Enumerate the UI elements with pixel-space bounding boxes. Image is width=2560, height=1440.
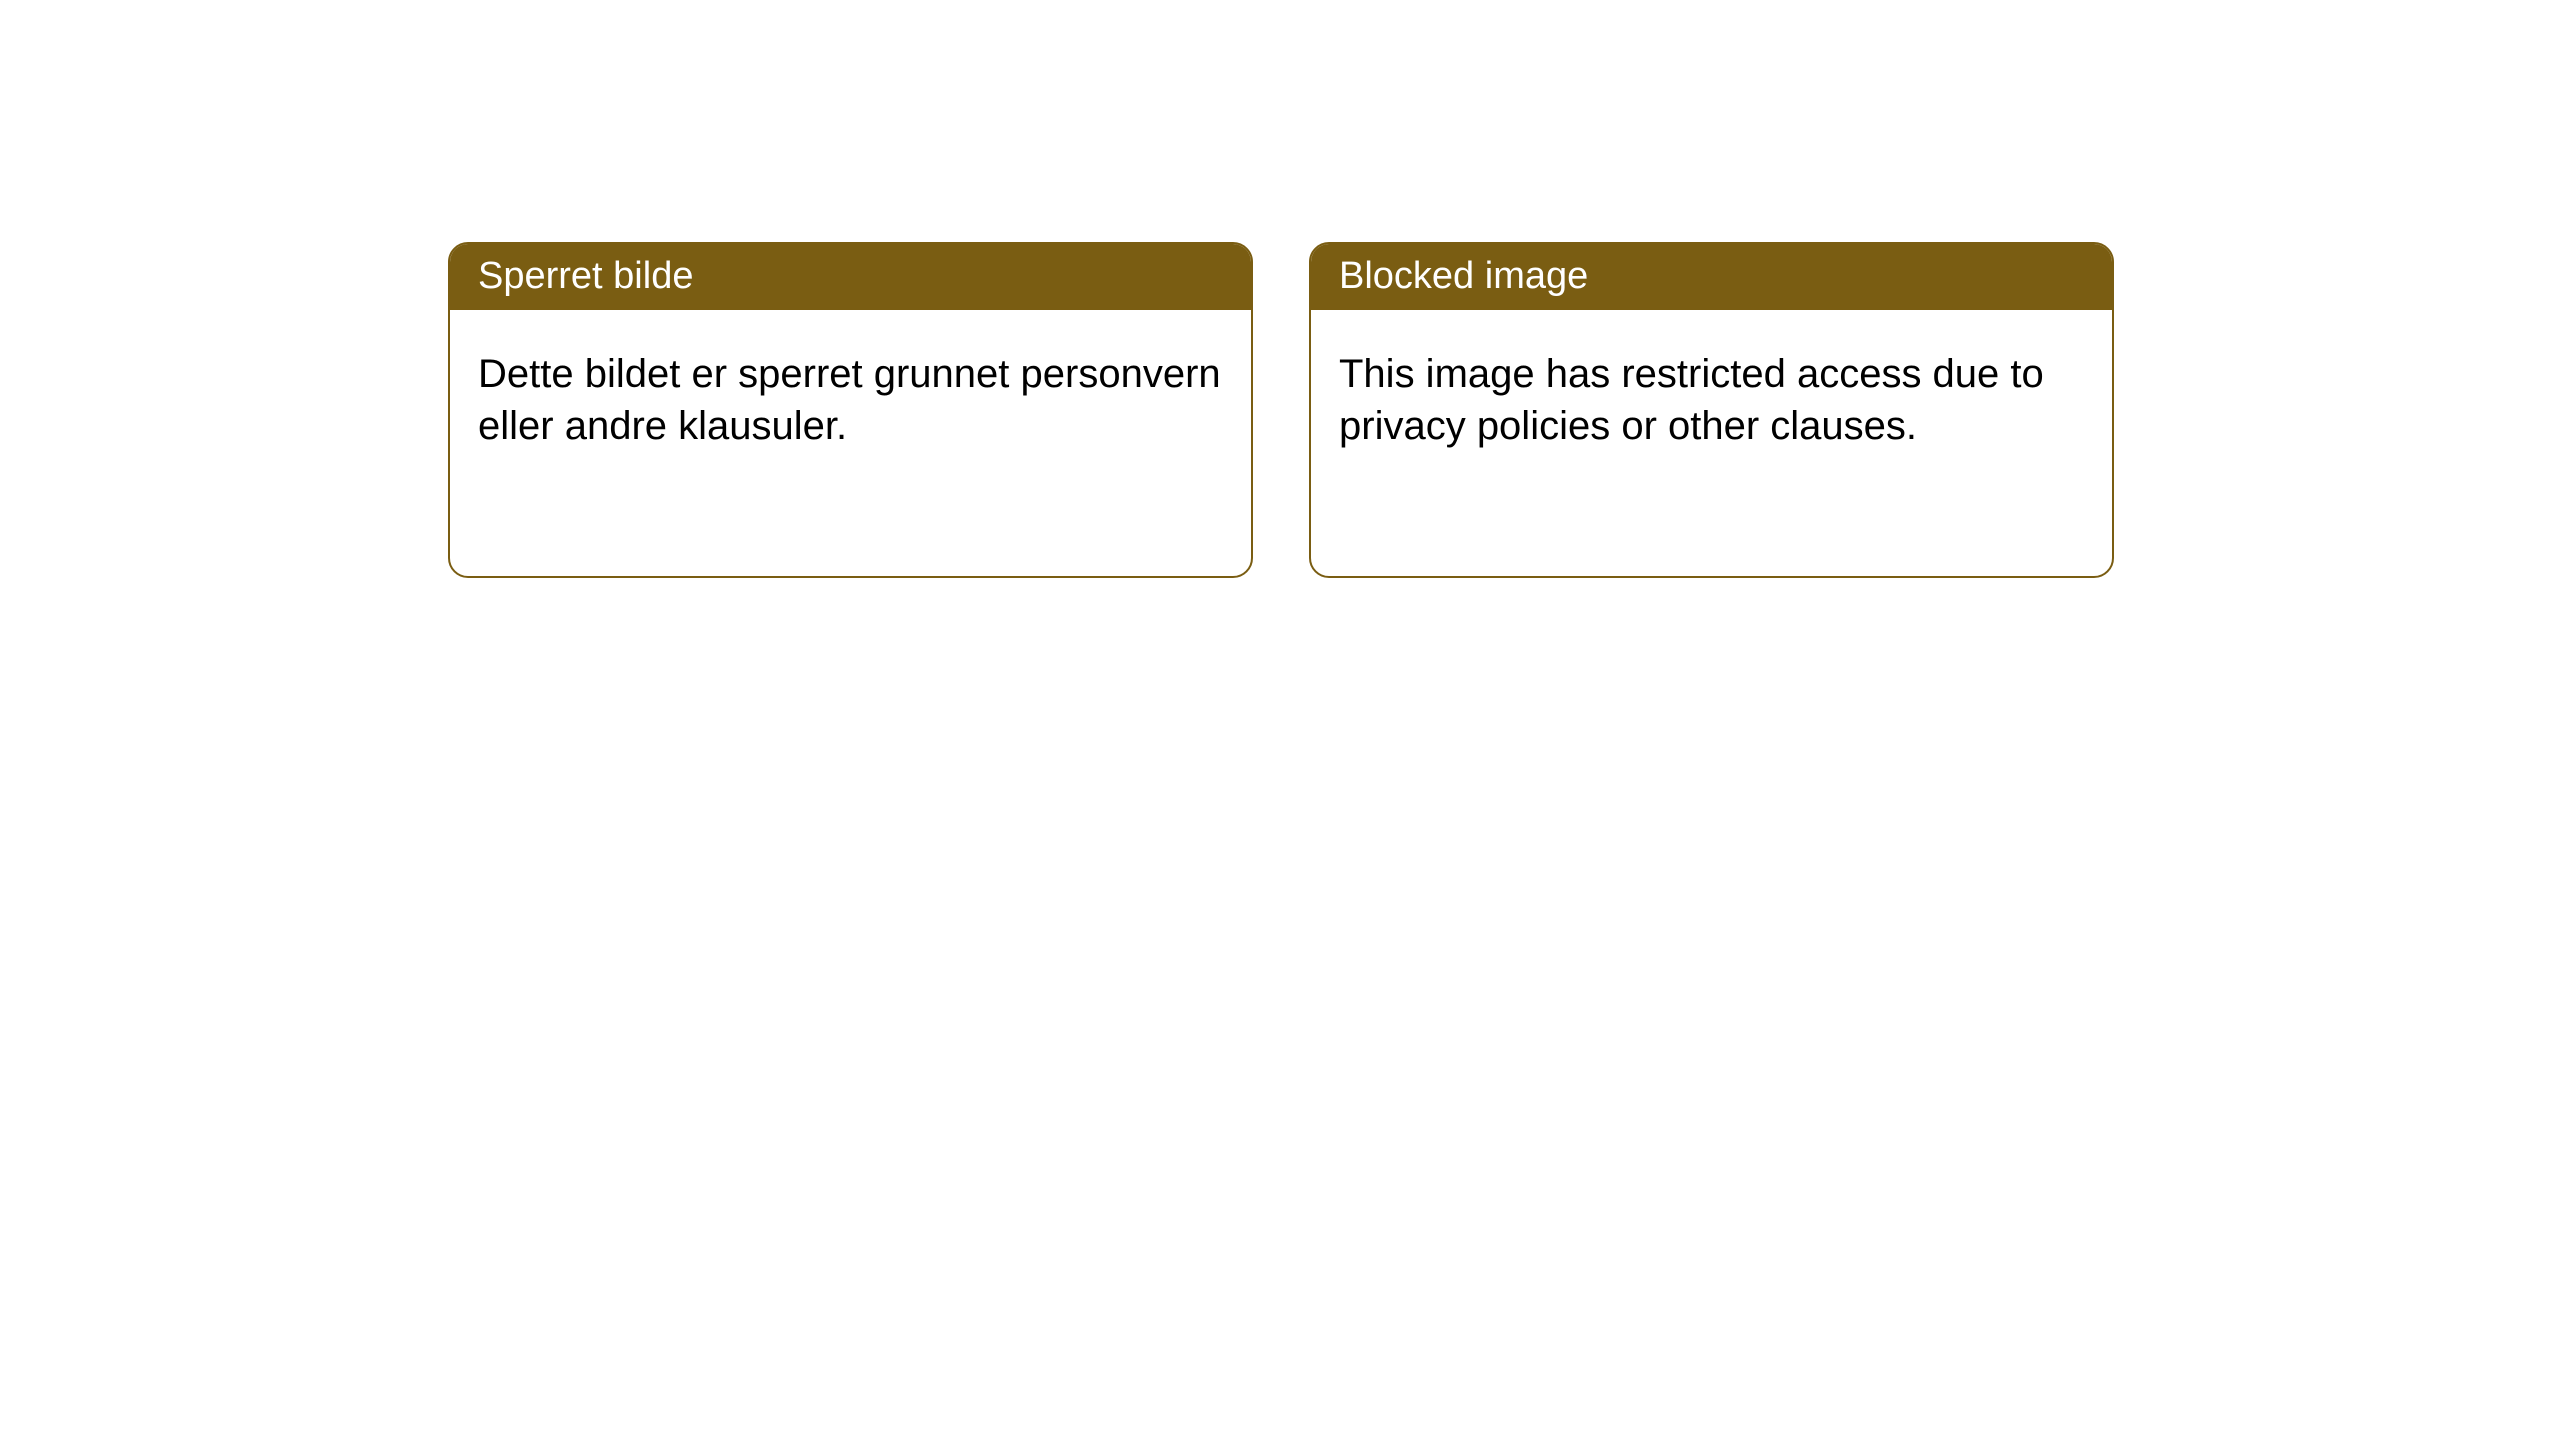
notice-card-title: Blocked image — [1311, 244, 2112, 310]
notice-card-body: Dette bildet er sperret grunnet personve… — [450, 310, 1251, 480]
notice-card-english: Blocked image This image has restricted … — [1309, 242, 2114, 578]
notice-card-norwegian: Sperret bilde Dette bildet er sperret gr… — [448, 242, 1253, 578]
notice-cards-container: Sperret bilde Dette bildet er sperret gr… — [448, 242, 2560, 578]
notice-card-title: Sperret bilde — [450, 244, 1251, 310]
notice-card-body: This image has restricted access due to … — [1311, 310, 2112, 480]
